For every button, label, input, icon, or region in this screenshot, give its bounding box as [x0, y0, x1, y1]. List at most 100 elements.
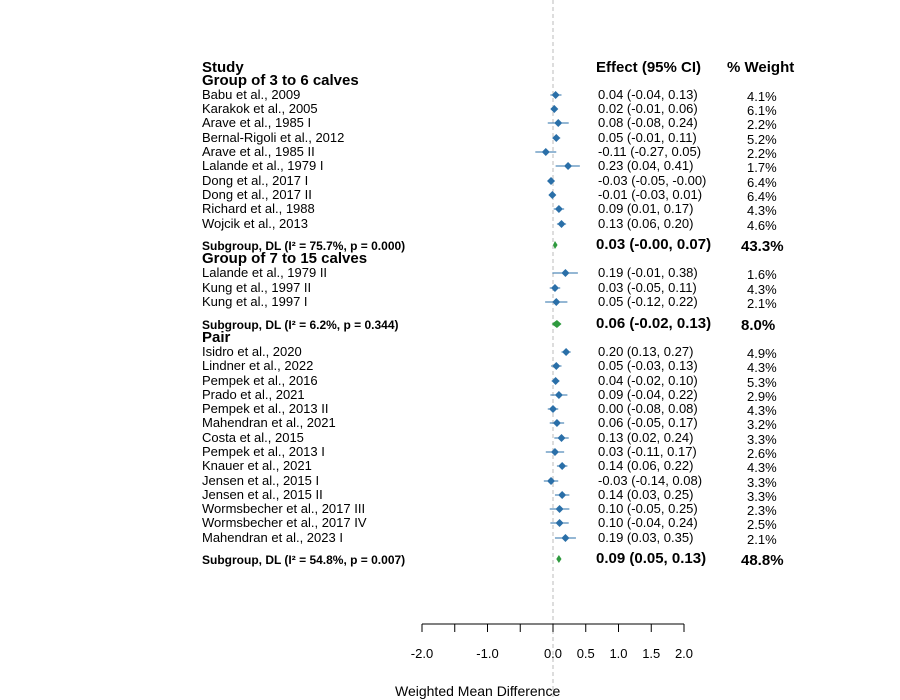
- study-weight: 6.4%: [747, 175, 777, 190]
- study-weight: 2.5%: [747, 517, 777, 532]
- study-effect-ci: 0.09 (0.01, 0.17): [598, 201, 694, 216]
- study-weight: 6.1%: [747, 103, 777, 118]
- study-effect-ci: 0.10 (-0.04, 0.24): [598, 515, 698, 530]
- study-weight: 5.3%: [747, 375, 777, 390]
- study-weight: 2.2%: [747, 146, 777, 161]
- study-weight: 3.3%: [747, 432, 777, 447]
- study-point-marker: [551, 91, 560, 99]
- study-weight: 4.3%: [747, 203, 777, 218]
- study-point-marker: [554, 205, 563, 213]
- study-weight: 3.3%: [747, 489, 777, 504]
- subgroup-weight: 43.3%: [741, 238, 784, 255]
- study-point-marker: [557, 220, 566, 228]
- study-label: Babu et al., 2009: [202, 87, 301, 102]
- study-weight: 6.4%: [747, 189, 777, 204]
- x-tick-label: 1.5: [642, 646, 661, 661]
- subgroup-weight: 8.0%: [741, 317, 776, 334]
- study-label: Mahendran et al., 2021: [202, 415, 336, 430]
- study-effect-ci: 0.06 (-0.05, 0.17): [598, 415, 698, 430]
- subgroup-label: Subgroup, DL (I² = 54.8%, p = 0.007): [202, 553, 406, 567]
- study-point-marker: [547, 177, 556, 185]
- study-point-marker: [564, 162, 573, 170]
- study-weight: 1.6%: [747, 267, 777, 282]
- study-effect-ci: 0.08 (-0.08, 0.24): [598, 115, 698, 130]
- study-weight: 2.6%: [747, 446, 777, 461]
- subgroup-effect-ci: 0.06 (-0.02, 0.13): [596, 315, 712, 332]
- study-effect-ci: 0.05 (-0.12, 0.22): [598, 294, 698, 309]
- x-tick-label: 1.0: [609, 646, 628, 661]
- subgroup-diamond: [551, 320, 562, 328]
- study-point-marker: [561, 269, 570, 277]
- x-tick-label: 0.5: [576, 646, 595, 661]
- subgroup-effect-ci: 0.03 (-0.00, 0.07): [596, 236, 712, 253]
- study-label: Costa et al., 2015: [202, 430, 304, 445]
- study-effect-ci: 0.20 (0.13, 0.27): [598, 344, 694, 359]
- study-weight: 5.2%: [747, 132, 777, 147]
- study-point-marker: [547, 477, 556, 485]
- study-effect-ci: 0.14 (0.06, 0.22): [598, 458, 694, 473]
- study-weight: 4.3%: [747, 460, 777, 475]
- study-point-marker: [550, 284, 559, 292]
- study-weight: 4.6%: [747, 218, 777, 233]
- study-effect-ci: 0.04 (-0.02, 0.10): [598, 373, 698, 388]
- study-weight: 2.3%: [747, 503, 777, 518]
- x-tick-label: -2.0: [410, 646, 434, 661]
- study-point-marker: [558, 462, 567, 470]
- study-effect-ci: 0.05 (-0.01, 0.11): [598, 130, 697, 145]
- study-label: Wojcik et al., 2013: [202, 216, 308, 231]
- study-weight: 4.3%: [747, 282, 777, 297]
- study-weight: 3.3%: [747, 475, 777, 490]
- study-point-marker: [558, 491, 567, 499]
- subgroup-label: Subgroup, DL (I² = 6.2%, p = 0.344): [202, 318, 399, 332]
- study-effect-ci: 0.00 (-0.08, 0.08): [598, 401, 698, 416]
- study-point-marker: [555, 505, 564, 513]
- study-point-marker: [550, 448, 559, 456]
- study-label: Wormsbecher et al., 2017 III: [202, 501, 366, 516]
- x-tick-label: 2.0: [674, 646, 694, 661]
- study-point-marker: [541, 148, 550, 156]
- study-label: Pempek et al., 2016: [202, 373, 318, 388]
- x-axis-title: Weighted Mean Difference: [395, 683, 561, 699]
- study-point-marker: [550, 105, 559, 113]
- study-effect-ci: 0.02 (-0.01, 0.06): [598, 101, 698, 116]
- study-label: Pempek et al., 2013 I: [202, 444, 325, 459]
- group-heading: Pair: [202, 329, 231, 346]
- study-label: Lalande et al., 1979 II: [202, 265, 328, 280]
- study-effect-ci: 0.23 (0.04, 0.41): [598, 158, 694, 173]
- study-label: Knauer et al., 2021: [202, 458, 312, 473]
- study-weight: 2.1%: [747, 296, 777, 311]
- effect-column-header: Effect (95% CI): [596, 59, 702, 76]
- study-effect-ci: 0.03 (-0.05, 0.11): [598, 280, 697, 295]
- study-point-marker: [552, 362, 561, 370]
- study-label: Pempek et al., 2013 II: [202, 401, 329, 416]
- x-tick-label: 0.0: [543, 646, 563, 661]
- weight-column-header: % Weight: [727, 59, 795, 76]
- subgroup-diamond: [553, 241, 558, 249]
- study-weight: 3.2%: [747, 417, 777, 432]
- study-label: Kung et al., 1997 II: [202, 280, 312, 295]
- study-effect-ci: 0.13 (0.02, 0.24): [598, 430, 694, 445]
- subgroup-label: Subgroup, DL (I² = 75.7%, p = 0.000): [202, 239, 406, 253]
- group-heading: Group of 3 to 6 calves: [202, 72, 359, 89]
- study-label: Wormsbecher et al., 2017 IV: [202, 515, 367, 530]
- study-weight: 4.3%: [747, 403, 777, 418]
- study-effect-ci: 0.14 (0.03, 0.25): [598, 487, 694, 502]
- study-weight: 4.1%: [747, 89, 777, 104]
- study-point-marker: [555, 519, 564, 527]
- study-effect-ci: 0.09 (-0.04, 0.22): [598, 387, 698, 402]
- study-effect-ci: 0.10 (-0.05, 0.25): [598, 501, 698, 516]
- study-effect-ci: 0.04 (-0.04, 0.13): [598, 87, 698, 102]
- study-effect-ci: -0.03 (-0.05, -0.00): [598, 173, 707, 188]
- study-label: Prado et al., 2021: [202, 387, 305, 402]
- study-effect-ci: -0.01 (-0.03, 0.01): [598, 187, 703, 202]
- study-label: Isidro et al., 2020: [202, 344, 302, 359]
- study-label: Richard et al., 1988: [202, 201, 315, 216]
- group-heading: Group of 7 to 15 calves: [202, 250, 368, 267]
- study-label: Arave et al., 1985 I: [202, 115, 312, 130]
- study-label: Dong et al., 2017 II: [202, 187, 312, 202]
- study-column-header: Study: [202, 59, 244, 76]
- study-label: Jensen et al., 2015 II: [202, 487, 323, 502]
- subgroup-effect-ci: 0.09 (0.05, 0.13): [596, 550, 707, 567]
- study-weight: 4.9%: [747, 346, 777, 361]
